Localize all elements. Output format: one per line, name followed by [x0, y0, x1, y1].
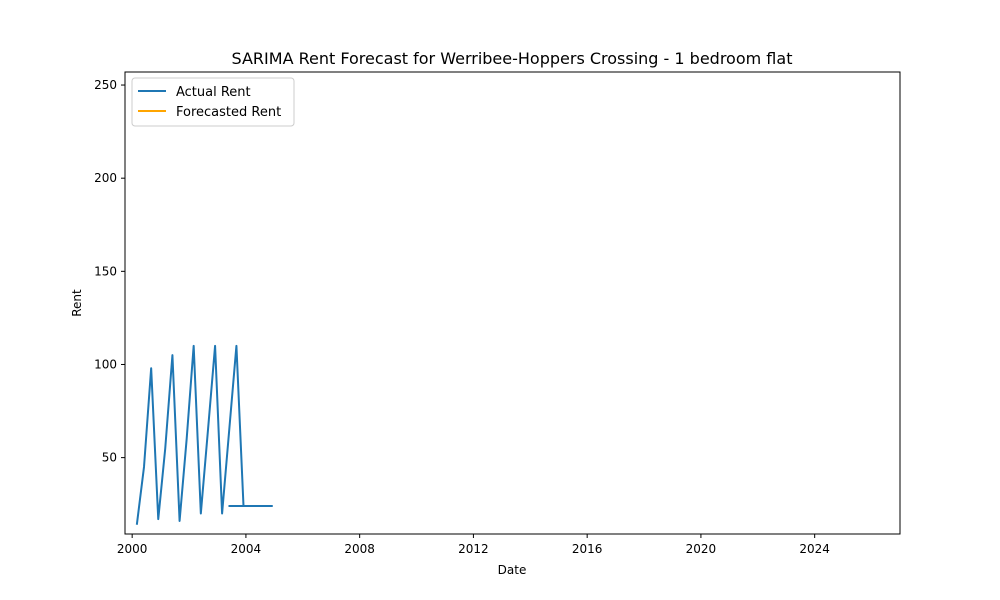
- y-tick-label: 100: [94, 357, 117, 371]
- series-layer: [135, 344, 273, 525]
- y-tick-label: 250: [94, 78, 117, 92]
- x-tick-label: 2012: [458, 542, 489, 556]
- y-tick-label: 150: [94, 264, 117, 278]
- legend-label-forecast: Forecasted Rent: [176, 105, 281, 120]
- plot-frame: [124, 71, 901, 535]
- y-axis: 50 100 150 200 250: [94, 78, 125, 465]
- x-tick-label: 2008: [344, 542, 375, 556]
- x-tick-label: 2020: [686, 542, 717, 556]
- x-tick-label: 2024: [799, 542, 830, 556]
- legend-box: [131, 77, 295, 127]
- x-axis-label: Date: [498, 563, 527, 577]
- x-tick-label: 2016: [572, 542, 603, 556]
- y-axis-label: Rent: [70, 289, 84, 317]
- legend: Actual Rent Forecasted Rent: [131, 77, 295, 127]
- y-tick-label: 200: [94, 171, 117, 185]
- x-axis: 2000 2004 2008 2012 2016 2020 2024: [117, 534, 830, 556]
- plot-area: [125, 72, 900, 534]
- y-tick-label: 50: [102, 451, 117, 465]
- chart-title: SARIMA Rent Forecast for Werribee-Hopper…: [232, 49, 793, 68]
- series-line-actual-rent: [135, 344, 273, 525]
- x-tick-label: 2004: [231, 542, 262, 556]
- x-tick-label: 2000: [117, 542, 148, 556]
- legend-label-actual: Actual Rent: [176, 85, 251, 100]
